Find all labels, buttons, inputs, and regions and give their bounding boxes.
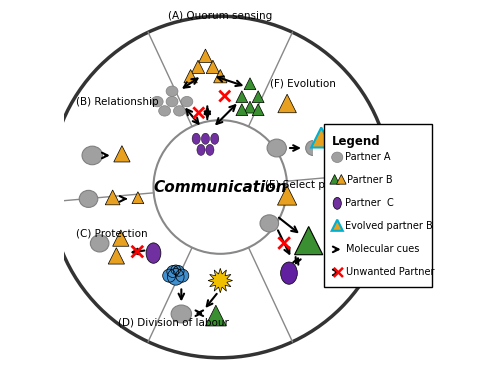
- Circle shape: [167, 266, 178, 278]
- Text: Evolved partner B: Evolved partner B: [344, 221, 432, 232]
- Polygon shape: [312, 128, 332, 147]
- Text: Partner B: Partner B: [348, 175, 393, 186]
- Ellipse shape: [174, 106, 186, 116]
- Circle shape: [174, 266, 184, 276]
- Ellipse shape: [210, 133, 219, 144]
- Text: (A) Quorum sensing: (A) Quorum sensing: [168, 11, 272, 21]
- Bar: [313, 140, 322, 156]
- Circle shape: [154, 120, 287, 254]
- Ellipse shape: [152, 96, 163, 107]
- Text: (E) Select partners: (E) Select partners: [265, 180, 362, 190]
- Polygon shape: [236, 104, 248, 116]
- Polygon shape: [336, 175, 346, 184]
- Polygon shape: [108, 248, 124, 264]
- Ellipse shape: [206, 144, 214, 156]
- Text: Legend: Legend: [332, 135, 380, 148]
- Ellipse shape: [171, 305, 192, 323]
- Polygon shape: [199, 49, 212, 62]
- Ellipse shape: [306, 141, 320, 156]
- Ellipse shape: [166, 96, 178, 107]
- Polygon shape: [330, 175, 340, 184]
- Text: Partner  C: Partner C: [344, 198, 394, 208]
- Polygon shape: [244, 101, 256, 113]
- Ellipse shape: [79, 190, 98, 208]
- Polygon shape: [252, 91, 264, 102]
- Circle shape: [176, 269, 189, 282]
- Polygon shape: [332, 220, 343, 231]
- Polygon shape: [214, 70, 227, 83]
- Ellipse shape: [90, 235, 109, 252]
- Text: (C) Protection: (C) Protection: [76, 229, 147, 239]
- Polygon shape: [252, 104, 264, 116]
- Ellipse shape: [181, 96, 193, 107]
- Polygon shape: [105, 190, 120, 205]
- Ellipse shape: [82, 146, 102, 165]
- Text: Communication: Communication: [154, 180, 287, 194]
- Polygon shape: [192, 60, 204, 74]
- Ellipse shape: [333, 197, 342, 209]
- Text: (F) Evolution: (F) Evolution: [270, 79, 336, 89]
- Polygon shape: [206, 60, 220, 74]
- Ellipse shape: [166, 86, 178, 96]
- Ellipse shape: [197, 144, 205, 156]
- Text: (D) Division of labour: (D) Division of labour: [118, 318, 230, 328]
- Ellipse shape: [158, 106, 170, 116]
- Ellipse shape: [280, 262, 297, 284]
- Ellipse shape: [192, 133, 200, 144]
- Text: Unwanted Partner: Unwanted Partner: [346, 267, 434, 278]
- Polygon shape: [294, 227, 323, 255]
- Circle shape: [168, 269, 184, 285]
- Ellipse shape: [146, 243, 161, 263]
- Polygon shape: [244, 78, 256, 90]
- Polygon shape: [236, 91, 248, 102]
- FancyBboxPatch shape: [324, 124, 432, 287]
- Polygon shape: [278, 94, 296, 113]
- Ellipse shape: [260, 215, 278, 232]
- Ellipse shape: [202, 133, 209, 144]
- Polygon shape: [278, 186, 297, 205]
- Polygon shape: [112, 230, 129, 246]
- Polygon shape: [206, 305, 226, 326]
- Ellipse shape: [332, 152, 343, 162]
- Text: (B) Relationship: (B) Relationship: [76, 96, 158, 107]
- Text: Molecular cues: Molecular cues: [346, 244, 419, 254]
- Polygon shape: [114, 145, 130, 162]
- Polygon shape: [184, 70, 198, 83]
- Circle shape: [171, 265, 180, 275]
- Circle shape: [50, 16, 391, 358]
- Polygon shape: [132, 192, 144, 203]
- Ellipse shape: [267, 139, 286, 157]
- Polygon shape: [208, 268, 233, 293]
- Circle shape: [162, 269, 176, 282]
- Text: Partner A: Partner A: [344, 152, 390, 162]
